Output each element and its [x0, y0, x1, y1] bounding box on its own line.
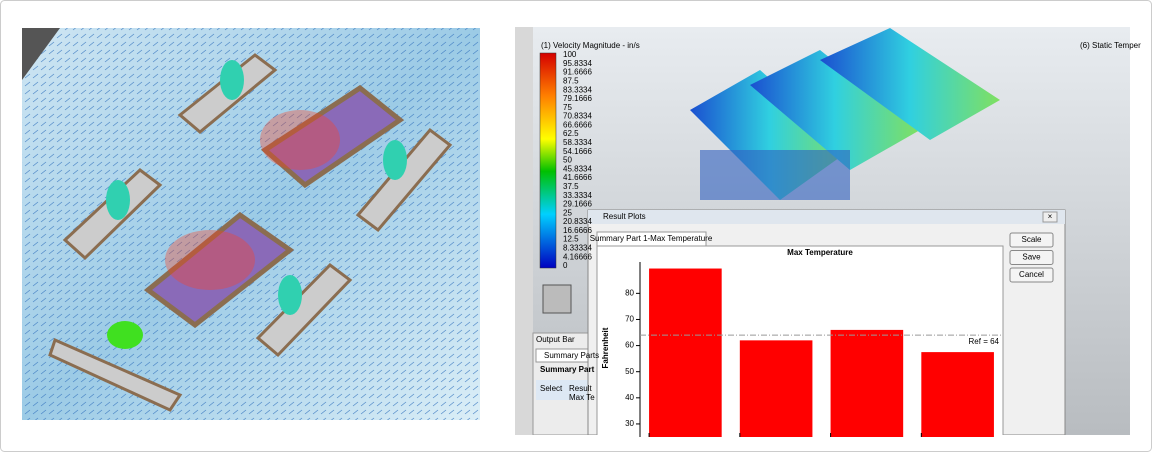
panel-tab[interactable]: Summary Parts [544, 351, 599, 360]
legend-label: 87.5 [563, 76, 579, 85]
y-tick-label: 80 [625, 288, 634, 297]
y-axis-label: Fahrenheit [601, 327, 610, 368]
legend-label: 0 [563, 261, 568, 270]
software-screenshot: × [515, 27, 1130, 435]
row-text: Max Te [569, 393, 595, 402]
button[interactable] [1009, 267, 1054, 283]
column-header: Select [540, 384, 563, 393]
legend-label: 100 [563, 50, 577, 59]
legend-label: 12.5 [563, 235, 579, 244]
y-tick-label: 50 [625, 367, 634, 376]
button-label[interactable]: Save [1022, 253, 1041, 262]
bar [649, 268, 722, 437]
legend-label: 50 [563, 156, 572, 165]
legend-label: 58.3334 [563, 138, 592, 147]
chart-title: Max Temperature [787, 248, 853, 257]
y-tick-label: 30 [625, 419, 634, 428]
legend-label: 75 [563, 103, 572, 112]
y-tick-label: 60 [625, 341, 634, 350]
view-title: (6) Static Temper [1080, 41, 1141, 50]
legend-label: 62.5 [563, 129, 579, 138]
panel-title: Output Bar [536, 335, 575, 344]
button[interactable] [1009, 232, 1054, 248]
button-label[interactable]: Scale [1021, 235, 1042, 244]
legend-label: 83.3334 [563, 85, 592, 94]
dialog-title: Result Plots [603, 212, 646, 221]
legend-label: 25 [563, 208, 572, 217]
legend-label: 4.16666 [563, 252, 592, 261]
button-label[interactable]: Cancel [1019, 270, 1044, 279]
panel-heading: Summary Part [540, 365, 595, 374]
legend-label: 29.1666 [563, 200, 592, 209]
bar [739, 340, 813, 437]
cfd-room-image [22, 28, 480, 420]
column-header: Result [569, 384, 592, 393]
legend-label: 20.8334 [563, 217, 592, 226]
legend-label: 33.3334 [563, 191, 592, 200]
legend-label: 41.6666 [563, 173, 592, 182]
legend-label: 37.5 [563, 182, 579, 191]
close-icon[interactable]: × [1048, 212, 1053, 221]
legend-label: 8.33334 [563, 244, 592, 253]
legend-label: 95.8334 [563, 59, 592, 68]
legend-label: 70.8334 [563, 112, 592, 121]
y-tick-label: 40 [625, 393, 634, 402]
button[interactable] [1009, 250, 1054, 265]
legend-label: 16.6666 [563, 226, 592, 235]
legend-label: 66.6666 [563, 120, 592, 129]
legend-title: (1) Velocity Magnitude - in/s [541, 41, 640, 50]
legend-label: 54.1666 [563, 147, 592, 156]
legend-label: 45.8334 [563, 164, 592, 173]
bar [921, 352, 994, 437]
legend-label: 79.1666 [563, 94, 592, 103]
bar [830, 329, 904, 437]
tab-label[interactable]: Summary Part 1-Max Temperature [590, 234, 713, 243]
reference-label: Ref = 64 [969, 337, 1000, 346]
y-tick-label: 70 [625, 315, 634, 324]
legend-label: 91.6666 [563, 68, 592, 77]
